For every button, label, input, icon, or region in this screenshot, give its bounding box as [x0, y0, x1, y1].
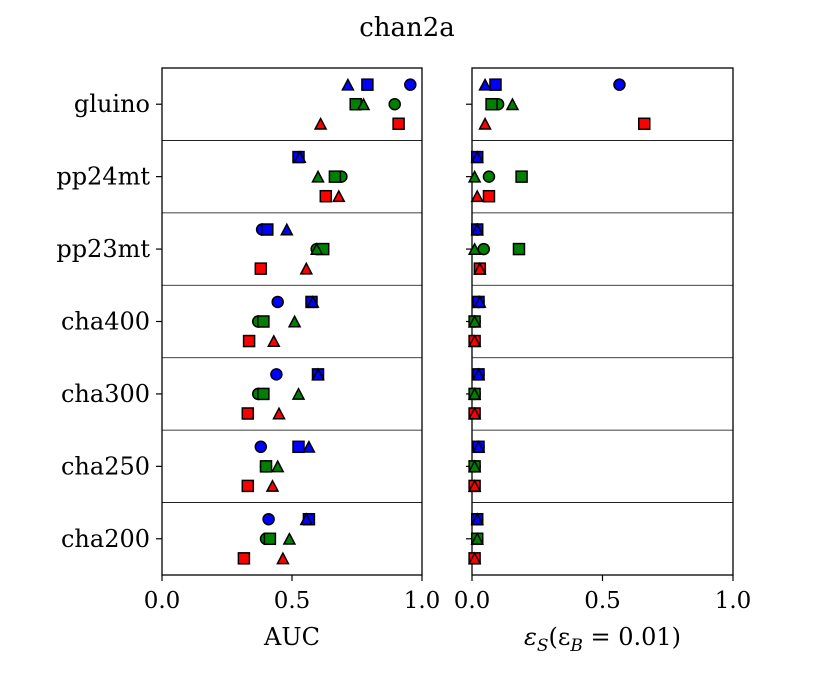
marker-pp24mt-green-triangle [311, 169, 325, 183]
x-axis-label-part: = 0.01) [583, 623, 681, 651]
x-axis-label: AUC [263, 623, 320, 651]
marker-cha200-blue-triangle [470, 512, 484, 526]
y-tick-label: cha400 [61, 308, 150, 336]
marker-gluino-blue-triangle [478, 77, 492, 91]
marker-gluino-blue-triangle [341, 77, 355, 91]
x-tick-label: 0.0 [144, 588, 181, 614]
marker-gluino-red-triangle [478, 116, 492, 130]
marker-cha250-red-square [241, 479, 255, 493]
marker-gluino-green-triangle [505, 97, 520, 111]
marker-pp24mt-green-square [515, 170, 528, 183]
x-tick-label: 0.5 [274, 588, 311, 614]
marker-cha300-green-triangle [291, 387, 306, 400]
marker-cha250-red-triangle [467, 479, 482, 492]
marker-pp23mt-red-triangle [473, 261, 487, 275]
marker-pp24mt-red-square [482, 189, 496, 203]
marker-cha250-green-square [259, 460, 273, 473]
marker-cha250-blue-square [292, 440, 305, 454]
marker-cha300-green-triangle [467, 387, 482, 400]
marker-gluino-blue-circle [613, 78, 626, 91]
marker-pp23mt-green-square [512, 242, 526, 256]
marker-cha250-green-triangle [270, 459, 285, 473]
marker-pp24mt-red-triangle [470, 189, 484, 203]
marker-gluino-red-square [638, 117, 651, 131]
marker-cha250-red-triangle [265, 479, 280, 492]
marker-cha250-blue-circle [254, 440, 268, 454]
x-axis-label-part: ε [524, 623, 537, 651]
marker-pp23mt-green-triangle [309, 242, 324, 256]
x-tick-label: 0.5 [584, 588, 621, 614]
marker-pp23mt-red-triangle [299, 261, 314, 275]
panel-frame [471, 67, 734, 576]
chart-title: chan2a [359, 13, 455, 43]
marker-cha200-green-triangle [282, 531, 297, 545]
marker-pp23mt-green-triangle [467, 242, 482, 256]
marker-gluino-blue-square [361, 78, 374, 91]
x-tick-label: 1.0 [715, 588, 752, 614]
marker-cha200-blue-triangle [299, 512, 314, 526]
marker-cha400-red-square [242, 334, 256, 348]
marker-pp24mt-red-square [319, 189, 333, 203]
chart-panels: gluino pp24mt pp23mt cha400 cha300 cha250 cha2… [56, 67, 752, 656]
marker-pp24mt-green-circle [482, 170, 496, 183]
marker-gluino-blue-circle [404, 78, 417, 91]
marker-cha400-blue-circle [271, 295, 284, 309]
marker-gluino-green-square [485, 97, 498, 111]
marker-pp23mt-blue-square [261, 223, 274, 236]
marker-pp23mt-blue-triangle [470, 222, 484, 236]
marker-gluino-green-circle [388, 97, 401, 111]
marker-cha200-red-square [237, 552, 251, 565]
marker-cha300-red-square [241, 407, 255, 420]
marker-cha300-red-triangle [467, 406, 482, 420]
marker-gluino-red-triangle [313, 116, 328, 130]
marker-cha200-red-triangle [467, 551, 482, 565]
x-tick-label: 1.0 [404, 588, 441, 614]
marker-cha250-blue-triangle [302, 439, 316, 453]
marker-cha200-blue-circle [262, 512, 275, 526]
marker-pp24mt-green-square [328, 170, 342, 183]
marker-pp23mt-green-circle [477, 242, 490, 256]
y-tick-label: cha300 [61, 380, 150, 408]
marker-cha300-red-triangle [272, 406, 286, 420]
y-tick-label: cha200 [61, 525, 150, 553]
marker-pp24mt-blue-triangle [470, 150, 484, 164]
x-axis-label: εS(εB = 0.01) [524, 623, 681, 656]
marker-cha250-green-triangle [467, 459, 482, 473]
y-tick-label: cha250 [61, 452, 150, 480]
x-axis-label-part: (ε [549, 623, 571, 651]
x-tick-label: 0.0 [454, 588, 491, 614]
marker-cha300-green-square [257, 387, 270, 401]
panel-2: 0.0 0.5 1.0 εS(εB = 0.01) [454, 67, 752, 656]
marker-cha200-green-triangle [470, 531, 484, 545]
marker-gluino-green-triangle [356, 97, 371, 111]
marker-pp24mt-blue-triangle [293, 150, 307, 164]
marker-pp24mt-green-triangle [467, 169, 482, 183]
panel-1: gluino pp24mt pp23mt cha400 cha300 cha250 cha2… [56, 67, 441, 651]
marker-cha250-blue-triangle [471, 439, 486, 453]
y-tick-label: pp24mt [56, 163, 150, 191]
marker-cha300-blue-triangle [471, 367, 486, 381]
marker-cha300-blue-circle [270, 368, 283, 381]
marker-pp23mt-red-square [254, 262, 268, 275]
marker-cha200-red-triangle [276, 551, 290, 565]
marker-cha400-green-square [257, 315, 270, 328]
x-axis-label-part: B [569, 636, 583, 656]
marker-gluino-red-square [392, 117, 405, 131]
marker-cha200-green-square [263, 532, 277, 546]
marker-cha300-blue-triangle [311, 367, 325, 381]
marker-cha400-blue-triangle [473, 295, 487, 308]
marker-cha400-blue-triangle [306, 295, 320, 308]
marker-pp24mt-red-triangle [332, 189, 346, 203]
marker-cha400-green-triangle [287, 314, 302, 328]
marker-gluino-blue-square [489, 78, 502, 91]
marker-pp23mt-blue-triangle [280, 222, 294, 236]
x-axis-label-part: S [537, 636, 549, 656]
y-tick-label: pp23mt [56, 235, 150, 263]
marker-cha400-red-triangle [267, 334, 281, 348]
marker-cha400-green-triangle [467, 314, 482, 328]
marker-cha400-red-triangle [467, 334, 482, 348]
y-tick-label: gluino [74, 90, 150, 118]
